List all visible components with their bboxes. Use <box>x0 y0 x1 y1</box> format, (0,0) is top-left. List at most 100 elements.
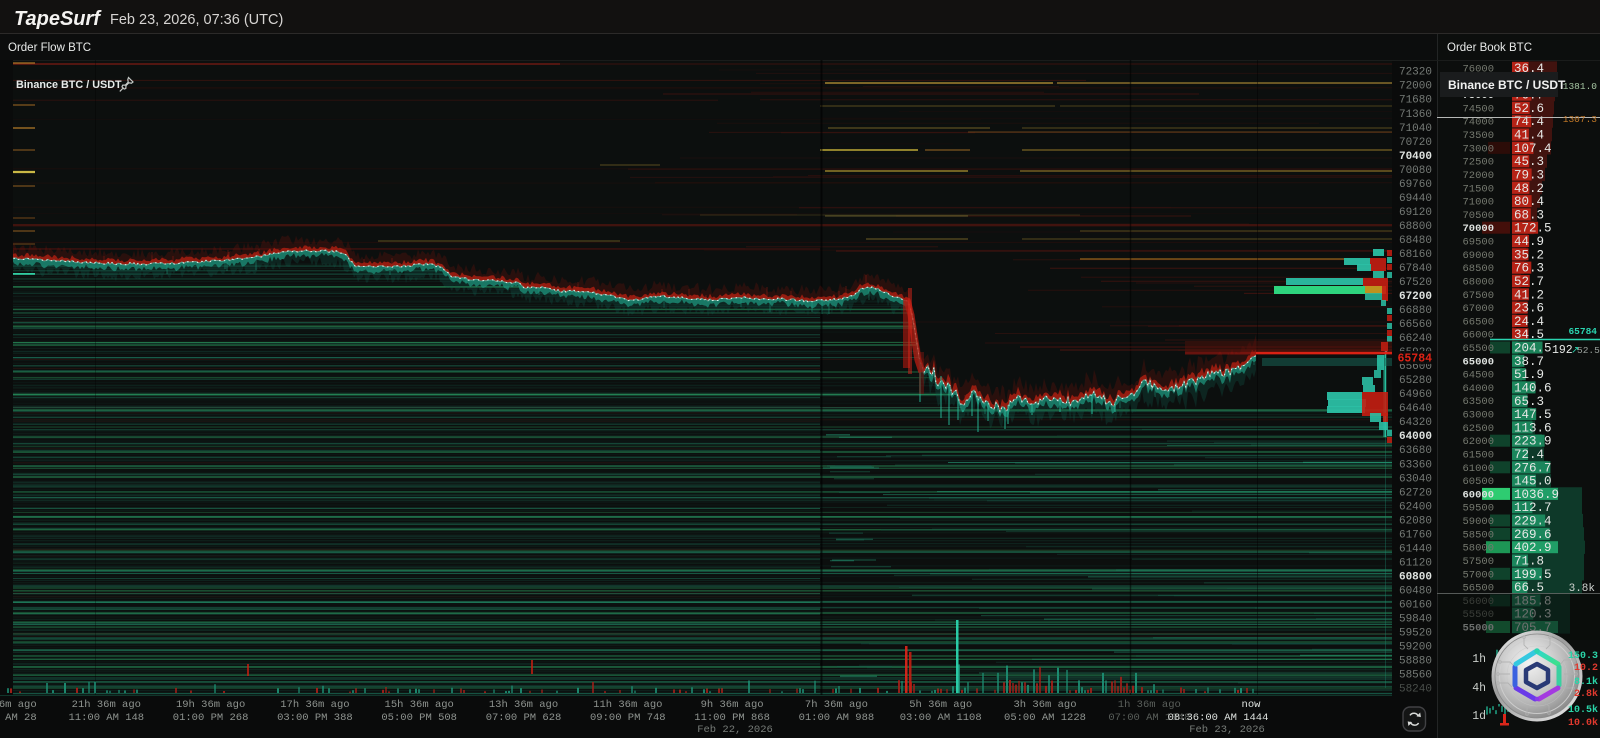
svg-text:73000: 73000 <box>1462 143 1494 155</box>
svg-text:Feb 23, 2026: Feb 23, 2026 <box>1189 724 1265 736</box>
svg-text:35.2: 35.2 <box>1514 248 1544 262</box>
svg-text:112.7: 112.7 <box>1514 501 1552 515</box>
svg-text:172.5: 172.5 <box>1514 222 1552 236</box>
svg-text:5h 36m ago: 5h 36m ago <box>909 699 972 711</box>
svg-text:Feb 22, 2026: Feb 22, 2026 <box>697 724 773 736</box>
svg-text:66000: 66000 <box>1462 330 1494 342</box>
svg-text:11:00 PM 868: 11:00 PM 868 <box>694 712 770 724</box>
svg-text:56500: 56500 <box>1462 583 1494 595</box>
svg-text:Binance BTC / USDT: Binance BTC / USDT <box>1448 78 1566 92</box>
svg-text:72500: 72500 <box>1462 157 1494 169</box>
svg-text:61120: 61120 <box>1399 557 1432 569</box>
svg-text:67200: 67200 <box>1399 291 1432 303</box>
svg-text:11h 36m ago: 11h 36m ago <box>593 699 662 711</box>
svg-text:57000: 57000 <box>1462 569 1494 581</box>
svg-text:73500: 73500 <box>1462 130 1494 142</box>
svg-text:65.3: 65.3 <box>1514 395 1544 409</box>
svg-text:63680: 63680 <box>1399 445 1432 457</box>
svg-text:69440: 69440 <box>1399 193 1432 205</box>
svg-text:Feb 23, 2026, 07:36 (UTC): Feb 23, 2026, 07:36 (UTC) <box>110 12 283 28</box>
svg-text:8.1k: 8.1k <box>1574 676 1598 688</box>
svg-text:59000: 59000 <box>1462 516 1494 528</box>
svg-text:10.0k: 10.0k <box>1568 717 1598 729</box>
svg-text:58500: 58500 <box>1462 529 1494 541</box>
svg-text:69000: 69000 <box>1462 250 1494 262</box>
svg-text:62500: 62500 <box>1462 423 1494 435</box>
svg-text:58000: 58000 <box>1462 543 1494 555</box>
svg-text:60160: 60160 <box>1399 600 1432 612</box>
svg-text:03:00 PM 388: 03:00 PM 388 <box>277 712 353 724</box>
svg-text:70000: 70000 <box>1462 223 1494 235</box>
svg-text:51.9: 51.9 <box>1514 368 1544 382</box>
svg-text:140.6: 140.6 <box>1514 381 1552 395</box>
svg-text:66.5: 66.5 <box>1514 581 1544 595</box>
svg-text:52.5k: 52.5k <box>1577 345 1600 356</box>
svg-text:03:00 AM 1108: 03:00 AM 1108 <box>900 712 982 724</box>
svg-text:59200: 59200 <box>1399 642 1432 654</box>
svg-text:80.4: 80.4 <box>1514 195 1544 209</box>
svg-text:68500: 68500 <box>1462 263 1494 275</box>
svg-text:61000: 61000 <box>1462 463 1494 475</box>
svg-text:23.6: 23.6 <box>1514 302 1544 316</box>
svg-text:57500: 57500 <box>1462 556 1494 568</box>
svg-text:61440: 61440 <box>1399 543 1432 555</box>
svg-text:72320: 72320 <box>1399 67 1432 79</box>
svg-text:3.8k: 3.8k <box>1569 583 1596 595</box>
svg-text:3h 36m ago: 3h 36m ago <box>1013 699 1076 711</box>
svg-text:62720: 62720 <box>1399 487 1432 499</box>
svg-text:65600: 65600 <box>1399 361 1432 373</box>
svg-text:402.9: 402.9 <box>1514 541 1552 555</box>
svg-text:19h 36m ago: 19h 36m ago <box>176 699 245 711</box>
svg-text:229.4: 229.4 <box>1514 515 1552 529</box>
svg-text:01:00 AM 988: 01:00 AM 988 <box>799 712 875 724</box>
svg-text:63500: 63500 <box>1462 396 1494 408</box>
svg-text:67000: 67000 <box>1462 303 1494 315</box>
svg-text:Binance BTC / USDT: Binance BTC / USDT <box>16 79 122 91</box>
svg-text:Order Book BTC: Order Book BTC <box>1447 42 1532 54</box>
svg-text:52.7: 52.7 <box>1514 275 1544 289</box>
svg-text:63360: 63360 <box>1399 459 1432 471</box>
svg-text:71040: 71040 <box>1399 123 1432 135</box>
svg-text:23h 36m ago: 23h 36m ago <box>0 699 37 711</box>
svg-text:07:00 PM 628: 07:00 PM 628 <box>486 712 562 724</box>
svg-text:62000: 62000 <box>1462 436 1494 448</box>
svg-text:65000: 65000 <box>1462 356 1494 368</box>
svg-text:69760: 69760 <box>1399 179 1432 191</box>
svg-text:44.9: 44.9 <box>1514 235 1544 249</box>
svg-text:66240: 66240 <box>1399 333 1432 345</box>
svg-text:74500: 74500 <box>1462 103 1494 115</box>
svg-text:223.9: 223.9 <box>1514 435 1552 449</box>
svg-text:65784: 65784 <box>1397 353 1432 366</box>
svg-text:64500: 64500 <box>1462 370 1494 382</box>
svg-text:269.6: 269.6 <box>1514 528 1552 542</box>
svg-text:07:00 AM 1348: 07:00 AM 1348 <box>1108 712 1190 724</box>
svg-text:64640: 64640 <box>1399 403 1432 415</box>
svg-text:41.4: 41.4 <box>1514 129 1544 143</box>
svg-text:76.3: 76.3 <box>1514 262 1544 276</box>
svg-text:65500: 65500 <box>1462 343 1494 355</box>
svg-text:67840: 67840 <box>1399 263 1432 275</box>
svg-text:58240: 58240 <box>1399 684 1432 696</box>
svg-text:60000: 60000 <box>1462 489 1494 501</box>
svg-text:71360: 71360 <box>1399 109 1432 121</box>
svg-text:147.5: 147.5 <box>1514 408 1552 422</box>
svg-text:67500: 67500 <box>1462 290 1494 302</box>
svg-text:150.3: 150.3 <box>1568 651 1598 662</box>
svg-text:59520: 59520 <box>1399 628 1432 640</box>
svg-text:64320: 64320 <box>1399 417 1432 429</box>
svg-text:66880: 66880 <box>1399 305 1432 317</box>
svg-text:62080: 62080 <box>1399 515 1432 527</box>
svg-text:63000: 63000 <box>1462 410 1494 422</box>
svg-text:21h 36m ago: 21h 36m ago <box>72 699 141 711</box>
svg-text:59500: 59500 <box>1462 503 1494 515</box>
svg-text:9h 36m ago: 9h 36m ago <box>701 699 764 711</box>
svg-text:69500: 69500 <box>1462 237 1494 249</box>
svg-text:now: now <box>1242 699 1262 711</box>
svg-text:72000: 72000 <box>1399 81 1432 93</box>
svg-text:276.7: 276.7 <box>1514 461 1552 475</box>
svg-text:61500: 61500 <box>1462 450 1494 462</box>
svg-text:41.2: 41.2 <box>1514 288 1544 302</box>
svg-text:1h 36m ago: 1h 36m ago <box>1118 699 1181 711</box>
svg-text:38.7: 38.7 <box>1514 355 1544 369</box>
svg-text:79.3: 79.3 <box>1514 169 1544 183</box>
